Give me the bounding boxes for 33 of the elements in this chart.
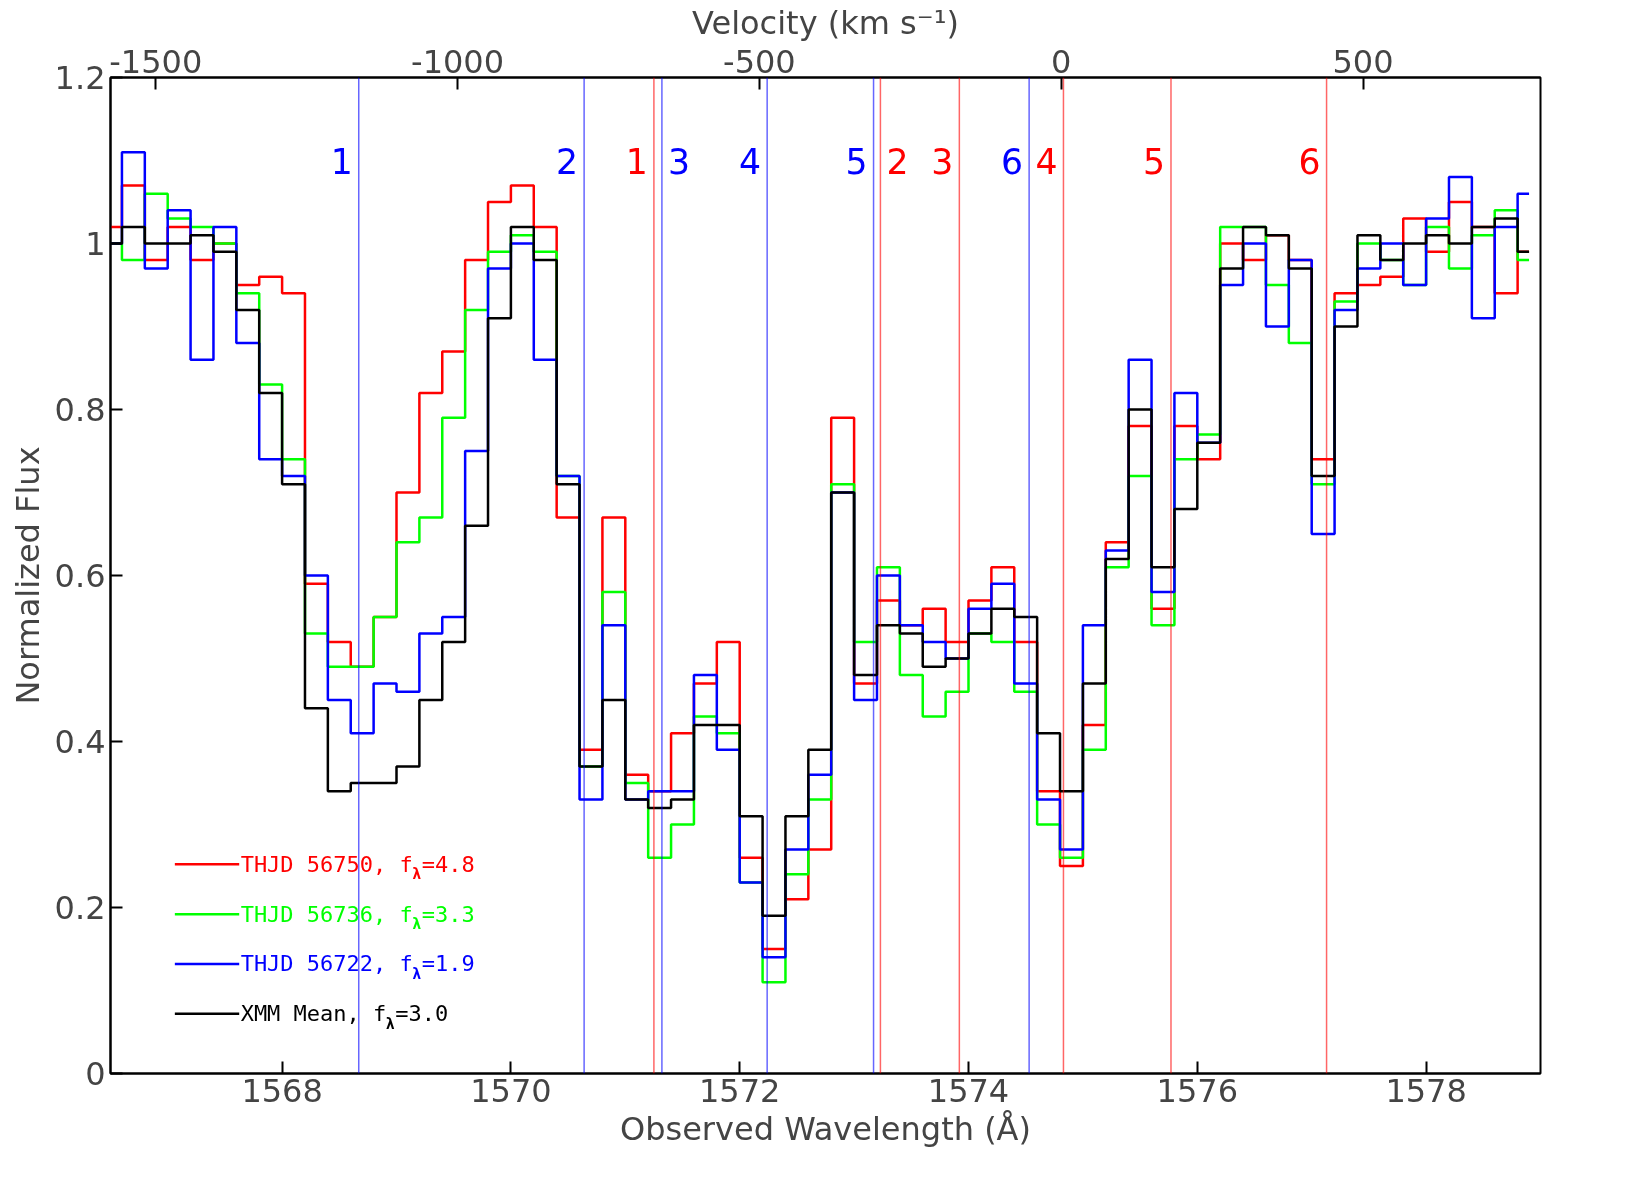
- x-tick-label: 1578: [1385, 1071, 1467, 1110]
- annotation: 3: [667, 141, 690, 182]
- x2-tick-label: 500: [1332, 42, 1394, 81]
- x-tick-label: 1572: [698, 1071, 781, 1110]
- y-axis-title: Normalized Flux: [8, 446, 47, 705]
- annotation: 2: [886, 141, 909, 182]
- annotation: 6: [1001, 141, 1024, 182]
- x-axis-title: Observed Wavelength (Å): [620, 1109, 1031, 1148]
- annotation: 4: [1035, 141, 1058, 182]
- y-tick-label: 1: [85, 225, 106, 263]
- annotation: 1: [625, 141, 648, 182]
- annotation: 1: [330, 141, 353, 182]
- y-tick-label: 0.6: [54, 557, 106, 595]
- annotation: 3: [931, 141, 954, 182]
- x2-tick-label: 0: [1051, 42, 1072, 81]
- y-tick-label: 0: [85, 1055, 106, 1093]
- annotation: 6: [1298, 141, 1321, 182]
- annotation: 5: [845, 141, 868, 182]
- x2-tick-label: -500: [723, 42, 796, 81]
- y-tick-label: 0.4: [54, 723, 106, 761]
- annotation: 4: [739, 141, 762, 182]
- y-tick-label: 0.2: [54, 889, 106, 927]
- x-tick-label: 1570: [470, 1071, 552, 1110]
- x2-tick-label: -1500: [109, 42, 203, 81]
- x2-axis-title: Velocity (km s⁻¹): [692, 3, 959, 42]
- y-tick-label: 0.8: [54, 391, 106, 429]
- x-tick-label: 1576: [1156, 1071, 1239, 1110]
- x2-tick-label: -1000: [411, 42, 505, 81]
- y-tick-label: 1.2: [54, 59, 106, 97]
- annotation: 2: [556, 141, 579, 182]
- annotation: 5: [1142, 141, 1165, 182]
- x-tick-label: 1568: [241, 1071, 323, 1110]
- x-tick-label: 1574: [927, 1071, 1010, 1110]
